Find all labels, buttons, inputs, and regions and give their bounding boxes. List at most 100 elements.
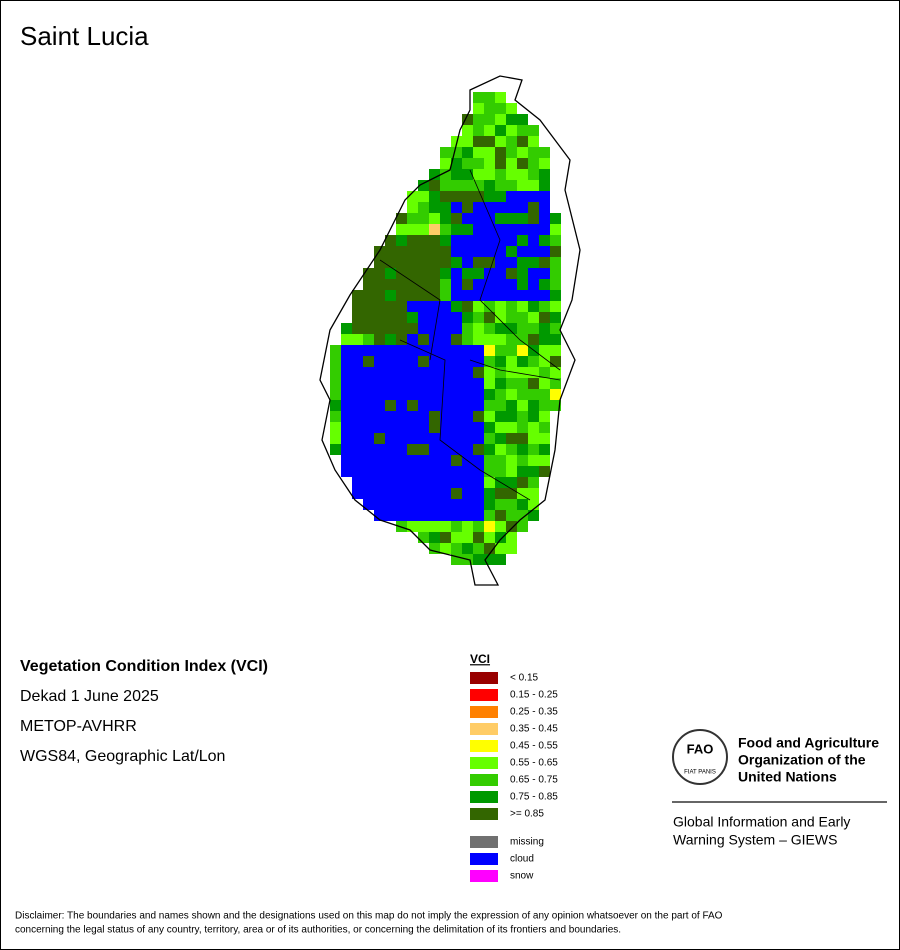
raster-cell (418, 532, 429, 543)
raster-cell (363, 279, 374, 290)
raster-cell (407, 191, 418, 202)
raster-cell (363, 499, 374, 510)
raster-cell (506, 279, 517, 290)
legend-swatch (470, 706, 498, 718)
raster-cell (462, 136, 473, 147)
raster-cell (440, 532, 451, 543)
raster-cell (374, 268, 385, 279)
raster-cell (495, 246, 506, 257)
legend-label: cloud (510, 854, 534, 865)
raster-cell (429, 268, 440, 279)
raster-cell (473, 378, 484, 389)
raster-cell (440, 422, 451, 433)
raster-cell (407, 334, 418, 345)
raster-cell (506, 510, 517, 521)
legend-title: VCI (470, 652, 490, 666)
raster-cell (462, 532, 473, 543)
raster-cell (330, 389, 341, 400)
raster-cell (484, 466, 495, 477)
raster-cell (506, 191, 517, 202)
raster-cell (407, 378, 418, 389)
raster-cell (407, 312, 418, 323)
raster-cell (506, 323, 517, 334)
raster-cell (506, 158, 517, 169)
raster-cell (385, 290, 396, 301)
raster-cell (517, 224, 528, 235)
raster-cell (473, 510, 484, 521)
raster-cell (495, 213, 506, 224)
raster-cell (407, 455, 418, 466)
raster-cell (517, 466, 528, 477)
raster-cell (352, 433, 363, 444)
raster-cell (363, 466, 374, 477)
legend-label: < 0.15 (510, 673, 539, 684)
raster-cell (418, 246, 429, 257)
raster-cell (418, 213, 429, 224)
raster-cell (517, 312, 528, 323)
raster-cell (440, 246, 451, 257)
raster-cell (495, 301, 506, 312)
raster-cell (407, 356, 418, 367)
raster-cell (506, 257, 517, 268)
raster-cell (418, 180, 429, 191)
raster-cell (396, 367, 407, 378)
raster-cell (330, 367, 341, 378)
raster-cell (440, 224, 451, 235)
raster-cell (484, 114, 495, 125)
raster-cell (352, 301, 363, 312)
raster-cell (451, 224, 462, 235)
raster-cell (418, 510, 429, 521)
raster-cell (429, 345, 440, 356)
raster-cell (517, 202, 528, 213)
raster-cell (495, 114, 506, 125)
raster-cell (352, 312, 363, 323)
raster-cell (517, 433, 528, 444)
raster-cell (396, 301, 407, 312)
raster-cell (517, 268, 528, 279)
raster-cell (484, 301, 495, 312)
raster-cell (462, 510, 473, 521)
raster-cell (330, 356, 341, 367)
raster-cell (506, 136, 517, 147)
raster-cell (418, 279, 429, 290)
raster-cell (462, 257, 473, 268)
raster-cell (429, 532, 440, 543)
raster-cell (473, 202, 484, 213)
raster-cell (528, 411, 539, 422)
raster-cell (462, 213, 473, 224)
raster-cell (484, 345, 495, 356)
raster-cell (484, 455, 495, 466)
raster-cell (550, 334, 561, 345)
raster-cell (396, 312, 407, 323)
raster-cell (352, 422, 363, 433)
raster-cell (462, 191, 473, 202)
raster-cell (385, 246, 396, 257)
raster-cell (517, 334, 528, 345)
raster-cell (528, 400, 539, 411)
raster-cell (396, 466, 407, 477)
raster-cell (462, 488, 473, 499)
raster-cell (484, 433, 495, 444)
raster-cell (385, 433, 396, 444)
raster-cell (517, 169, 528, 180)
raster-cell (341, 334, 352, 345)
raster-cell (495, 356, 506, 367)
raster-cell (429, 235, 440, 246)
raster-cell (418, 499, 429, 510)
raster-cell (528, 224, 539, 235)
raster-cell (495, 125, 506, 136)
raster-cell (407, 202, 418, 213)
raster-cell (506, 433, 517, 444)
raster-cell (374, 466, 385, 477)
raster-cell (374, 444, 385, 455)
raster-cell (506, 345, 517, 356)
raster-cell (451, 202, 462, 213)
raster-cell (550, 367, 561, 378)
raster-cell (451, 444, 462, 455)
raster-cell (407, 389, 418, 400)
raster-cell (539, 158, 550, 169)
raster-cell (506, 532, 517, 543)
raster-cell (429, 488, 440, 499)
raster-cell (473, 444, 484, 455)
raster-cell (517, 367, 528, 378)
